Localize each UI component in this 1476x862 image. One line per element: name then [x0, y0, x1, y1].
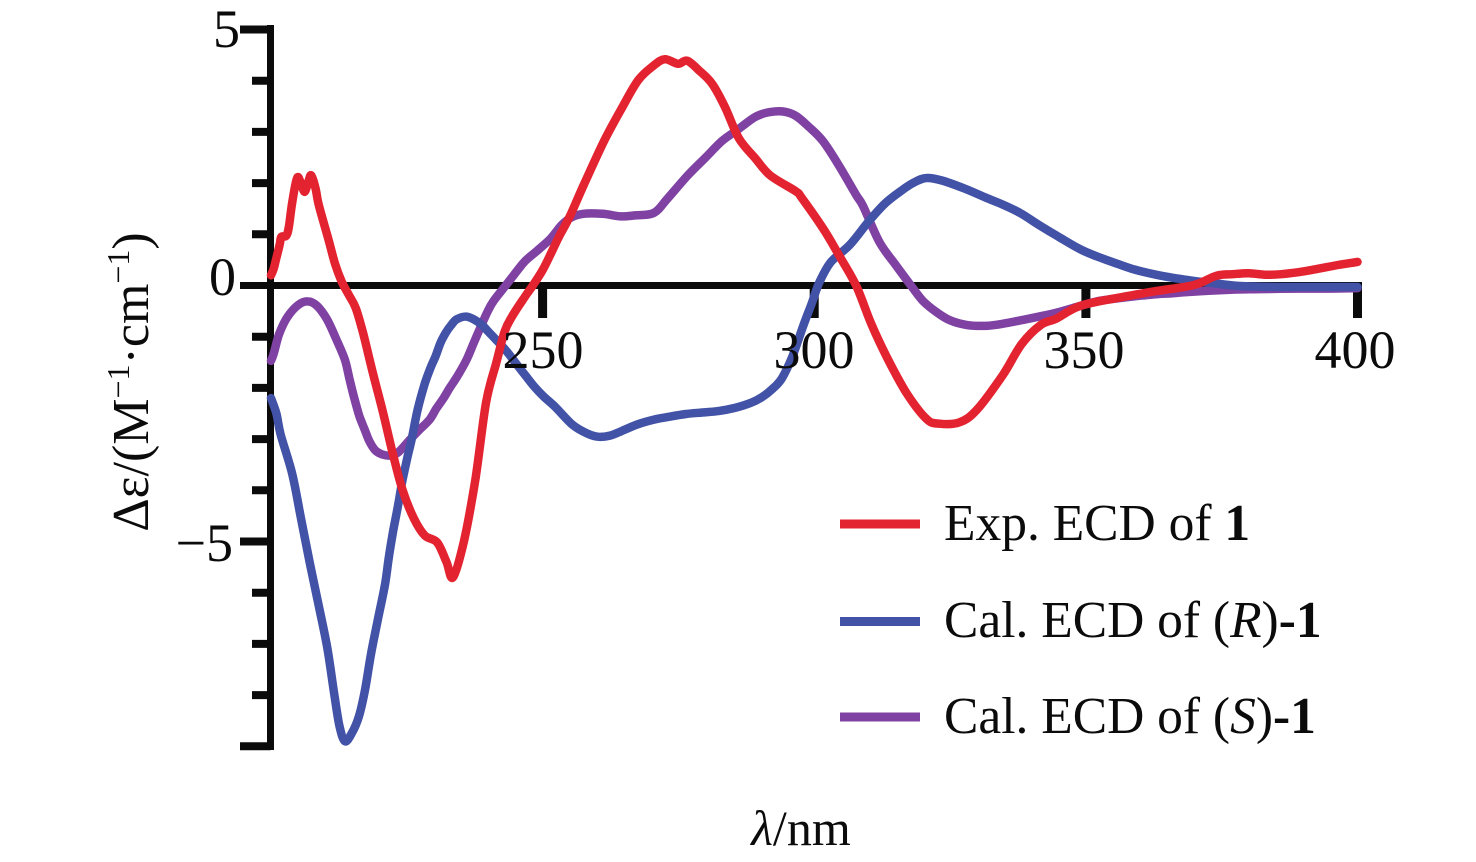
svg-text:Cal. ECD of (R)-1: Cal. ECD of (R)-1 — [944, 592, 1322, 649]
svg-text:400: 400 — [1315, 320, 1396, 380]
svg-text:0: 0 — [209, 247, 236, 307]
svg-text:5: 5 — [213, 0, 240, 59]
svg-text:350: 350 — [1044, 320, 1125, 380]
svg-text:Cal. ECD of (S)-1: Cal. ECD of (S)-1 — [944, 688, 1316, 745]
svg-text:−5: −5 — [176, 513, 233, 573]
svg-text:300: 300 — [774, 320, 855, 380]
svg-text:λ/nm: λ/nm — [749, 800, 851, 856]
svg-text:250: 250 — [503, 320, 584, 380]
svg-text:Exp. ECD of 1: Exp. ECD of 1 — [944, 495, 1250, 552]
